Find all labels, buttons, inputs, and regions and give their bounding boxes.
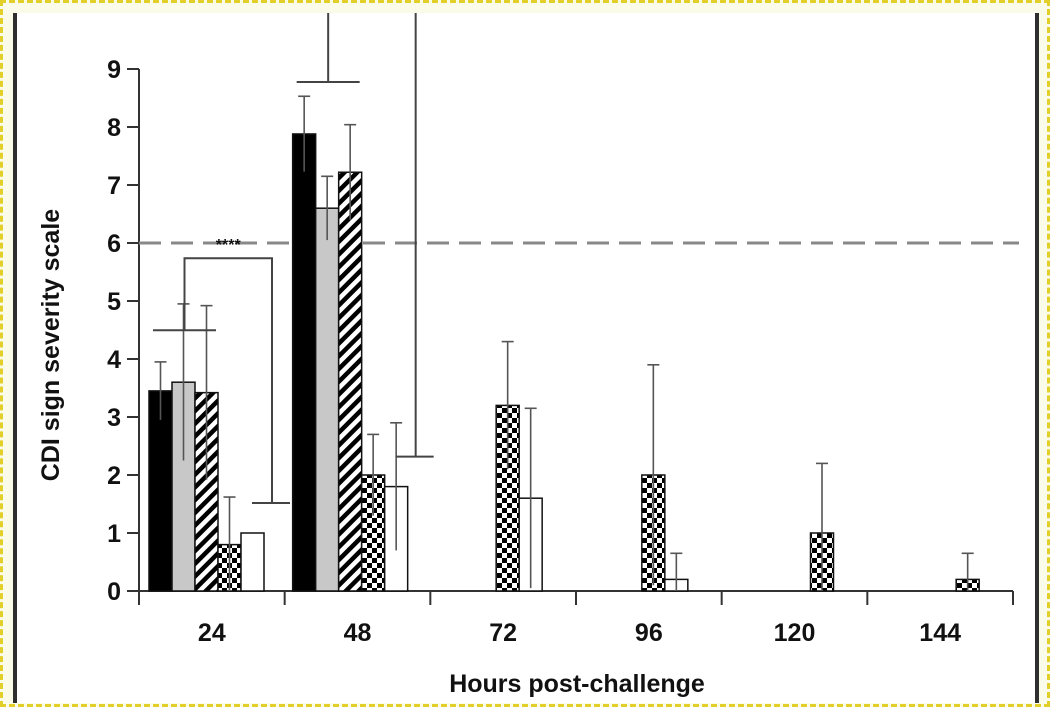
y-axis-title: CDI sign severity scale [37, 209, 65, 481]
x-tick-label: 24 [198, 619, 226, 647]
x-tick-label: 96 [635, 619, 663, 647]
y-tick-label: 2 [107, 462, 121, 490]
bar-solid-black-48 [291, 133, 317, 592]
y-tick-label: 4 [107, 346, 121, 374]
y-tick-label: 3 [107, 404, 121, 432]
bar-diagonal-hatch-48 [337, 171, 363, 592]
y-tick-label: 8 [107, 114, 121, 142]
y-tick-label: 6 [107, 230, 121, 258]
x-tick-label: 72 [489, 619, 517, 647]
x-axis-title: Hours post-challenge [449, 670, 705, 698]
sig-label-24: **** [216, 237, 242, 254]
y-tick-label: 1 [107, 520, 121, 548]
y-tick-label: 0 [107, 578, 121, 606]
sig-bracket-24 [183, 257, 273, 503]
bar-white-24 [240, 532, 265, 592]
y-tick-label: 9 [107, 56, 121, 84]
y-tick-label: 7 [107, 172, 121, 200]
x-tick-label: 48 [344, 619, 372, 647]
x-tick-label: 144 [919, 619, 961, 647]
x-tick-label: 120 [774, 619, 816, 647]
bar-solid-gray-48 [314, 207, 340, 592]
bar-solid-black-24 [148, 390, 173, 592]
sig-bracket-48 [327, 13, 417, 457]
y-tick-label: 5 [107, 288, 121, 316]
